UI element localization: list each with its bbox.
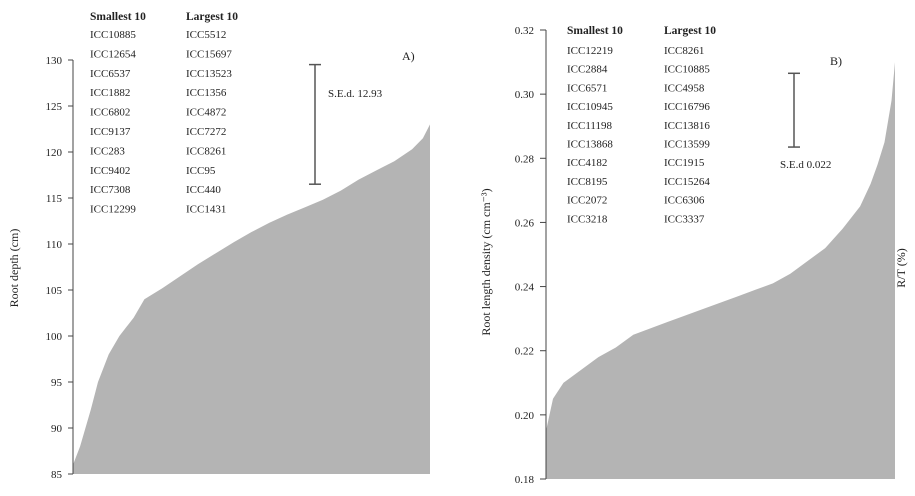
genotype-table: Smallest 10 Largest 10 ICC12219 ICC2884 ICC6… [567,25,716,225]
genotype-label: ICC3337 [664,213,705,225]
genotype-label: ICC4182 [567,157,607,169]
genotype-label: ICC4872 [186,107,226,119]
y-axis-label: Root depth (cm) [7,229,21,308]
panel-b: 0.18 0.20 0.22 0.24 0.26 0.28 0.30 0.32 Root le… [479,25,908,486]
genotype-label: ICC15264 [664,176,710,188]
genotype-label: ICC7272 [186,126,226,138]
genotype-label: ICC4958 [664,82,705,94]
genotype-label: ICC16796 [664,101,710,113]
error-bar-label: S.E.d 0.022 [780,159,831,171]
error-bar-label: S.E.d. 12.93 [328,88,383,100]
right-axis-label: R/T (%) [894,248,908,287]
genotype-label: ICC13599 [664,139,710,151]
y-tick-label: 125 [46,101,63,113]
y-tick-label: 0.30 [515,89,535,101]
genotype-label: ICC13868 [567,139,613,151]
genotype-label: ICC9402 [90,165,130,177]
error-bar: S.E.d 0.022 [780,72,831,171]
y-tick-label: 100 [46,331,63,343]
genotype-label: ICC2072 [567,195,607,207]
genotype-label: ICC1431 [186,204,226,216]
y-tick-label: 105 [46,285,63,297]
genotype-label: ICC1356 [186,87,227,99]
genotype-label: ICC12219 [567,45,613,57]
y-tick-label: 115 [46,193,63,205]
genotype-label: ICC13816 [664,120,710,132]
genotype-label: ICC11198 [567,120,613,132]
y-tick-label: 0.22 [515,346,534,358]
genotype-label: ICC12299 [90,204,136,216]
genotype-label: ICC6306 [664,195,705,207]
genotype-label: ICC3218 [567,213,608,225]
y-tick-label: 120 [46,147,63,159]
panel-label: B) [830,54,842,68]
panel-a: 85 90 95 100 105 110 115 120 125 130 Root depth (… [7,11,430,481]
y-axis-label: Root length density (cm cm⁻³) [479,188,493,335]
error-bar: S.E.d. 12.93 [309,63,383,185]
genotype-label: ICC10885 [90,29,136,41]
y-tick-label: 95 [51,377,63,389]
genotype-label: ICC1882 [90,87,130,99]
genotype-label: ICC15697 [186,48,232,60]
table-header: Largest 10 [186,11,238,23]
table-header: Smallest 10 [567,25,623,37]
genotype-label: ICC12654 [90,48,136,60]
genotype-label: ICC7308 [90,184,131,196]
y-tick-label: 0.28 [515,153,535,165]
genotype-table: Smallest 10 Largest 10 ICC10885 ICC12654 ICC… [90,11,238,216]
y-ticks: 0.18 0.20 0.22 0.24 0.26 0.28 0.30 0.32 [515,25,546,486]
genotype-label: ICC283 [90,145,125,157]
y-tick-label: 130 [46,55,63,67]
genotype-label: ICC2884 [567,64,608,76]
genotype-label: ICC8261 [186,145,226,157]
root-depth-distribution-area [73,124,430,475]
y-tick-label: 0.18 [515,474,535,486]
y-tick-label: 90 [51,423,63,435]
genotype-label: ICC95 [186,165,216,177]
table-header: Largest 10 [664,25,716,37]
genotype-label: ICC1915 [664,157,705,169]
genotype-label: ICC5512 [186,29,226,41]
table-header: Smallest 10 [90,11,146,23]
genotype-label: ICC6537 [90,68,131,80]
genotype-label: ICC440 [186,184,221,196]
genotype-label: ICC13523 [186,68,232,80]
panel-label: A) [402,49,415,63]
genotype-label: ICC10945 [567,101,613,113]
y-tick-label: 0.26 [515,217,535,229]
y-tick-label: 0.24 [515,282,535,294]
y-tick-label: 0.20 [515,410,535,422]
genotype-label: ICC8261 [664,45,704,57]
genotype-label: ICC10885 [664,64,710,76]
y-tick-label: 110 [46,239,63,251]
root-length-density-distribution-area [546,62,895,479]
y-tick-label: 0.32 [515,25,534,37]
y-tick-label: 85 [51,469,63,481]
genotype-label: ICC6571 [567,82,607,94]
genotype-label: ICC9137 [90,126,131,138]
genotype-label: ICC6802 [90,107,130,119]
y-ticks: 85 90 95 100 105 110 115 120 125 130 [46,55,73,481]
genotype-label: ICC8195 [567,176,608,188]
